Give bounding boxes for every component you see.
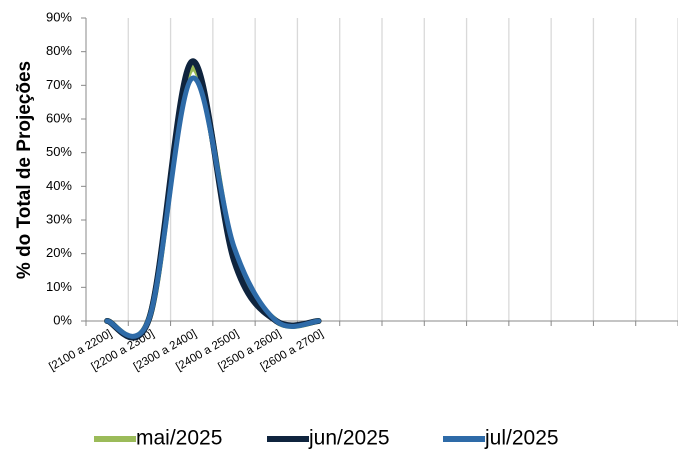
legend: mai/2025 jun/2025 jul/2025 — [94, 427, 559, 450]
y-tick-label: 70% — [46, 77, 72, 92]
legend-label: mai/2025 — [136, 427, 222, 450]
y-tick-label: 80% — [46, 43, 72, 58]
series-layer — [104, 58, 322, 341]
legend-label: jun/2025 — [308, 427, 390, 450]
y-tick-label: 90% — [46, 9, 72, 24]
legend-label: jul/2025 — [484, 427, 559, 450]
y-tick-label: 0% — [53, 312, 72, 327]
y-tick-labels: 0% 10% 20% 30% 40% 50% 60% 70% 80% 90% — [46, 9, 72, 327]
y-tick-label: 20% — [46, 245, 72, 260]
y-tick-label: 10% — [46, 279, 72, 294]
y-tick-label: 40% — [46, 178, 72, 193]
y-tick-label: 60% — [46, 110, 72, 125]
x-tick-labels: [2100 a 2200][2200 a 2300][2300 a 2400][… — [47, 328, 325, 374]
y-axis-label: % do Total de Projeções — [14, 61, 35, 279]
series-line-jul-2025 — [104, 75, 322, 339]
y-tick-label: 50% — [46, 144, 72, 159]
axis-layer — [81, 17, 678, 326]
grid-layer — [127, 18, 678, 321]
y-tick-label: 30% — [46, 211, 72, 226]
